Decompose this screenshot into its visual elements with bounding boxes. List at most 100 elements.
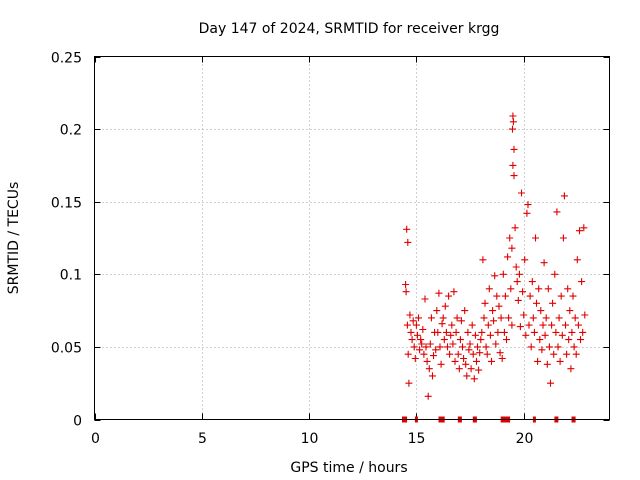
data-point [433, 307, 441, 315]
data-point [567, 365, 575, 373]
data-point [543, 360, 551, 368]
data-point [545, 343, 553, 351]
data-point [541, 331, 549, 339]
data-point [418, 340, 426, 348]
data-point [525, 321, 533, 329]
data-point [538, 346, 546, 354]
data-point [467, 365, 475, 373]
data-point [441, 302, 449, 310]
data-point [462, 360, 470, 368]
data-point [466, 340, 474, 348]
data-point [493, 292, 501, 300]
data-point [448, 321, 456, 329]
data-point [540, 259, 548, 267]
data-point [501, 292, 509, 300]
data-point [471, 331, 479, 339]
data-point [526, 292, 534, 300]
gridlines [94, 56, 610, 420]
data-point [439, 314, 447, 322]
x-tick-label: 10 [301, 431, 319, 447]
data-point [415, 314, 422, 322]
data-point [554, 343, 562, 351]
data-point [562, 321, 569, 329]
data-point [529, 314, 537, 322]
data-point [449, 340, 457, 348]
data-point [481, 299, 489, 307]
data-point [411, 355, 419, 362]
data-point [488, 357, 495, 365]
data-point [430, 352, 437, 360]
data-point [403, 225, 411, 233]
data-point [442, 328, 450, 336]
data-point [523, 209, 531, 217]
data-point [506, 234, 514, 242]
data-point [507, 285, 515, 293]
data-point [504, 253, 512, 261]
y-tick-label: 0.05 [51, 341, 82, 357]
data-point [559, 234, 567, 242]
data-point [568, 328, 576, 336]
y-tick-label: 0.1 [60, 268, 82, 284]
data-point [486, 331, 494, 339]
data-point [577, 336, 584, 344]
data-point [578, 278, 586, 286]
data-point [565, 336, 573, 344]
data-point [542, 314, 550, 322]
data-point [564, 285, 572, 293]
data-point [413, 331, 421, 339]
data-point [468, 321, 476, 329]
data-point [558, 331, 566, 339]
data-point [524, 201, 532, 209]
data-point [427, 314, 435, 322]
data-point [581, 311, 589, 319]
data-point [580, 224, 588, 232]
data-point [498, 355, 506, 362]
data-point [512, 263, 520, 271]
data-point [445, 292, 453, 300]
x-tick-label: 5 [198, 431, 207, 447]
x-tick-label: 20 [516, 431, 534, 447]
data-point [426, 340, 434, 348]
data-point [450, 288, 458, 296]
x-tick-label: 0 [91, 431, 100, 447]
data-point [579, 328, 587, 336]
data-point [406, 311, 414, 319]
y-tick-label: 0.2 [60, 123, 82, 139]
data-point [516, 323, 524, 331]
data-point [425, 365, 433, 373]
data-point [535, 285, 543, 293]
data-point [416, 346, 424, 354]
data-point [499, 270, 507, 278]
data-point [508, 321, 516, 329]
data-point [536, 336, 544, 344]
data-point [454, 350, 462, 358]
data-point [453, 314, 461, 322]
data-point [528, 278, 536, 286]
plot-frame [94, 56, 610, 420]
data-point [485, 285, 493, 293]
data-point [479, 256, 487, 264]
data-point [424, 392, 432, 400]
data-points [402, 112, 589, 400]
data-point [429, 372, 436, 380]
data-point [508, 244, 516, 252]
data-point [456, 336, 464, 344]
data-point [483, 350, 491, 358]
x-tick-label: 15 [408, 431, 426, 447]
data-point [407, 328, 415, 336]
x-axis-label: GPS time / hours [290, 460, 407, 476]
data-point [455, 365, 463, 373]
data-point [527, 343, 535, 351]
data-point [534, 357, 542, 365]
data-point [444, 343, 451, 351]
data-point [475, 366, 483, 374]
data-point [412, 321, 420, 329]
data-point [460, 355, 468, 362]
data-point [522, 331, 530, 339]
data-point [497, 314, 505, 322]
data-point [419, 326, 427, 333]
data-point [492, 340, 500, 348]
data-point [539, 321, 547, 329]
data-point [557, 292, 565, 300]
data-point [423, 357, 431, 365]
